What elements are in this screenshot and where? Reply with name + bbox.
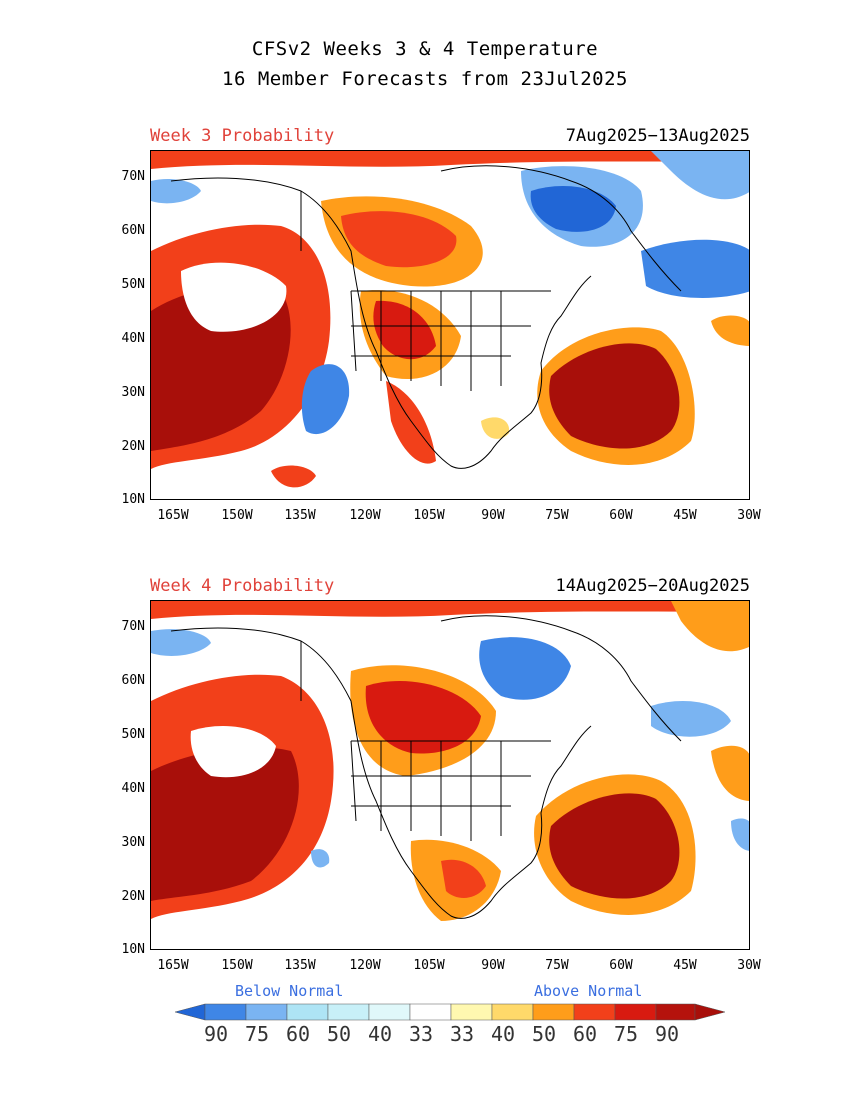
week3-shading [151, 151, 749, 488]
week3-lon-90w: 90W [481, 508, 505, 523]
legend-swatch-12 [655, 1003, 696, 1021]
legend-swatch-5 [368, 1003, 411, 1021]
week3-dates: 7Aug2025−13Aug2025 [565, 126, 750, 146]
week3-lon-135w: 135W [284, 508, 316, 523]
week4-lon-165w: 165W [157, 958, 189, 973]
week4-lon-150w: 150W [221, 958, 253, 973]
legend-number-33-below: 33 [409, 1022, 434, 1046]
legend-swatch-8 [491, 1003, 534, 1021]
week4-lat-10n: 10N [121, 942, 145, 957]
week3-lon-75w: 75W [545, 508, 569, 523]
week3-map [150, 150, 750, 500]
legend-number-40-above: 40 [491, 1022, 516, 1046]
week3-label: Week 3 Probability [150, 126, 335, 146]
week4-lat-20n: 20N [121, 889, 145, 904]
legend-swatch-2 [245, 1003, 288, 1021]
legend-number-40-below: 40 [368, 1022, 393, 1046]
chart-title: CFSv2 Weeks 3 & 4 Temperature [251, 38, 599, 60]
legend-colorbar [175, 1003, 725, 1021]
week3-lon-165w: 165W [157, 508, 189, 523]
week3-lon-105w: 105W [413, 508, 445, 523]
legend-number-90-below: 90 [204, 1022, 229, 1046]
week3-lat-20n: 20N [121, 439, 145, 454]
week4-lon-135w: 135W [284, 958, 316, 973]
legend-arrow-right [694, 1003, 725, 1021]
legend-swatch-3 [286, 1003, 329, 1021]
legend-below-label: Below Normal [235, 982, 344, 1000]
week3-lat-30n: 30N [121, 385, 145, 400]
legend-swatch-9 [532, 1003, 575, 1021]
week4-lat-40n: 40N [121, 781, 145, 796]
week3-lat-50n: 50N [121, 277, 145, 292]
week4-lon-120w: 120W [349, 958, 381, 973]
legend-number-50-above: 50 [532, 1022, 557, 1046]
legend-number-75-above: 75 [614, 1022, 639, 1046]
week4-lon-45w: 45W [673, 958, 697, 973]
week4-map [150, 600, 750, 950]
week3-lon-150w: 150W [221, 508, 253, 523]
week4-lon-90w: 90W [481, 958, 505, 973]
week4-lat-30n: 30N [121, 835, 145, 850]
week4-lon-105w: 105W [413, 958, 445, 973]
week3-lat-60n: 60N [121, 223, 145, 238]
week4-lon-30w: 30W [737, 958, 761, 973]
week4-lat-50n: 50N [121, 727, 145, 742]
legend-number-75-below: 75 [245, 1022, 270, 1046]
chart-subtitle: 16 Member Forecasts from 23Jul2025 [222, 68, 628, 90]
week4-dates: 14Aug2025−20Aug2025 [555, 576, 750, 596]
legend-swatch-11 [614, 1003, 657, 1021]
legend-arrow-left [175, 1003, 206, 1021]
legend-number-60-below: 60 [286, 1022, 311, 1046]
legend-number-33-above: 33 [450, 1022, 475, 1046]
week3-probability-map [151, 151, 749, 488]
week4-coastlines [170, 615, 682, 919]
week4-lat-70n: 70N [121, 619, 145, 634]
week4-probability-map [151, 601, 749, 921]
week4-lon-75w: 75W [545, 958, 569, 973]
week3-lon-60w: 60W [609, 508, 633, 523]
legend-swatch-6 [409, 1003, 452, 1021]
legend-number-90-above: 90 [655, 1022, 680, 1046]
week4-lat-60n: 60N [121, 673, 145, 688]
week4-lon-60w: 60W [609, 958, 633, 973]
legend-swatch-7 [450, 1003, 493, 1021]
week3-lon-45w: 45W [673, 508, 697, 523]
week3-lat-70n: 70N [121, 169, 145, 184]
legend-number-60-above: 60 [573, 1022, 598, 1046]
legend-swatch-4 [327, 1003, 370, 1021]
legend-number-50-below: 50 [327, 1022, 352, 1046]
legend-swatch-1 [204, 1003, 247, 1021]
week4-shading [151, 601, 749, 921]
week4-label: Week 4 Probability [150, 576, 335, 596]
week3-coastlines [170, 165, 682, 469]
week3-lat-40n: 40N [121, 331, 145, 346]
week3-lon-30w: 30W [737, 508, 761, 523]
week3-lat-10n: 10N [121, 492, 145, 507]
legend-above-label: Above Normal [534, 982, 643, 1000]
week3-lon-120w: 120W [349, 508, 381, 523]
legend-swatch-10 [573, 1003, 616, 1021]
